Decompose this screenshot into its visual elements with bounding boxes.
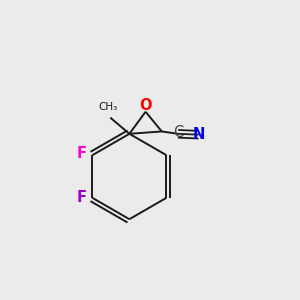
Text: F: F: [76, 146, 86, 161]
Text: O: O: [139, 98, 152, 113]
Text: F: F: [76, 190, 86, 205]
Text: N: N: [193, 127, 206, 142]
Text: C: C: [173, 125, 184, 140]
Text: CH₃: CH₃: [98, 102, 118, 112]
